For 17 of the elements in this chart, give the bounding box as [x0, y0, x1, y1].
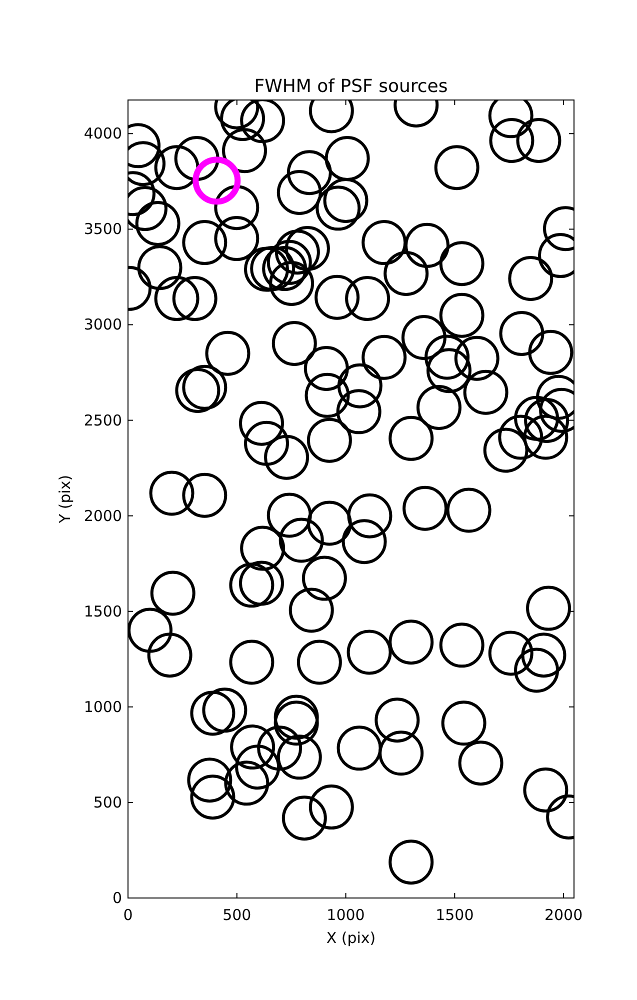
x-tick-label: 1000	[326, 906, 365, 924]
y-tick-label: 3500	[84, 220, 122, 238]
x-tick-label: 0	[123, 906, 133, 924]
x-tick-label: 2000	[544, 906, 583, 924]
y-axis-title: Y (pix)	[56, 474, 74, 524]
x-tick-label: 1500	[436, 906, 474, 924]
chart-title: FWHM of PSF sources	[254, 76, 448, 97]
y-tick-label: 500	[93, 793, 122, 812]
y-tick-label: 2500	[84, 411, 122, 430]
y-tick-label: 1000	[84, 698, 122, 716]
x-tick-label: 500	[222, 906, 252, 924]
y-tick-label: 1500	[84, 602, 122, 620]
y-tick-label: 0	[112, 889, 122, 907]
x-axis-title: X (pix)	[326, 929, 376, 947]
y-tick-label: 4000	[84, 124, 122, 143]
y-tick-label: 2000	[84, 506, 122, 525]
y-tick-label: 3000	[84, 316, 122, 334]
